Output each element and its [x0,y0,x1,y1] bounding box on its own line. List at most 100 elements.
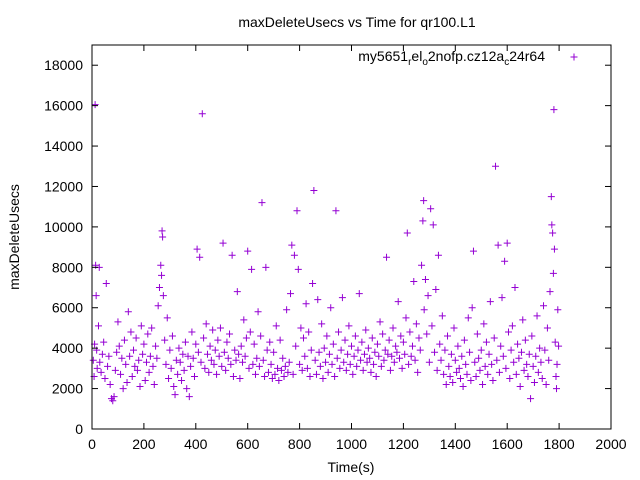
data-point [101,374,109,382]
legend-label: my5651relo2nofp.cz12ac24r64 [358,48,545,68]
data-point [437,356,445,364]
data-point [267,360,275,368]
data-point [488,360,496,368]
data-point [111,366,119,374]
data-point [401,350,409,358]
data-point [92,292,100,300]
data-point [318,320,326,328]
data-point [419,217,427,225]
data-point [542,381,550,389]
data-point [257,332,265,340]
data-point [145,368,153,376]
data-point [98,350,106,358]
data-point [224,354,232,362]
data-point [311,356,319,364]
legend: my5651relo2nofp.cz12ac24r64 [358,48,578,68]
data-point [210,360,218,368]
data-point [246,328,254,336]
data-point [336,364,344,372]
data-point [351,332,359,340]
data-point [406,328,414,336]
data-point [394,298,402,306]
data-point [455,364,463,372]
y-tick-label: 16000 [44,98,83,114]
data-point [337,346,345,354]
data-point [536,344,544,352]
data-point [268,374,276,382]
data-point [357,356,365,364]
data-point [554,306,562,314]
chart-title: maxDeleteUsecs vs Time for qr100.L1 [238,14,476,30]
data-point [249,360,257,368]
x-tick-label: 1000 [336,436,367,452]
data-point [118,354,126,362]
data-point [353,362,361,370]
data-point [144,330,152,338]
data-point [274,364,282,372]
data-point [476,366,484,374]
data-point [510,358,518,366]
data-point [178,376,186,384]
data-point [203,350,211,358]
data-point [486,298,494,306]
data-point [232,356,240,364]
data-point [532,352,540,360]
data-point [214,336,222,344]
data-point [153,354,161,362]
data-point [89,356,97,364]
data-point [287,290,295,298]
data-point [480,320,488,328]
data-point [517,348,525,356]
data-point [191,372,199,380]
data-point [481,362,489,370]
data-point [289,370,297,378]
data-point [262,263,270,271]
data-point [473,330,481,338]
data-point [331,372,339,380]
data-point [242,334,250,342]
data-point [358,338,366,346]
data-point [497,342,505,350]
data-point [555,342,563,350]
data-point [450,324,458,332]
data-point [553,360,561,368]
data-point [150,381,158,389]
legend-marker-icon [570,53,578,61]
data-point [250,340,258,348]
data-point [149,362,157,370]
data-point [444,332,452,340]
data-point [109,397,117,405]
data-point [170,383,178,391]
data-point [126,352,134,360]
x-tick-label: 200 [132,436,156,452]
data-point [120,336,128,344]
data-point [363,358,371,366]
data-point [315,348,323,356]
data-point [202,320,210,328]
data-point [261,372,269,380]
data-point [453,368,461,376]
data-point [283,306,291,314]
data-point [346,360,354,368]
data-point [305,328,313,336]
data-point [550,106,558,114]
data-point [166,346,174,354]
data-point [284,368,292,376]
data-point [206,342,214,350]
data-point [416,346,424,354]
legend-plus-icon [570,53,578,61]
y-tick-label: 18000 [44,57,83,73]
data-point [303,364,311,372]
data-point [521,336,529,344]
data-point [124,308,132,316]
data-point [420,306,428,314]
data-point [236,374,244,382]
data-point [227,360,235,368]
data-point [329,340,337,348]
data-point [377,362,385,370]
data-point [157,261,165,269]
data-point [320,344,328,352]
data-point [472,372,480,380]
data-point [271,370,279,378]
